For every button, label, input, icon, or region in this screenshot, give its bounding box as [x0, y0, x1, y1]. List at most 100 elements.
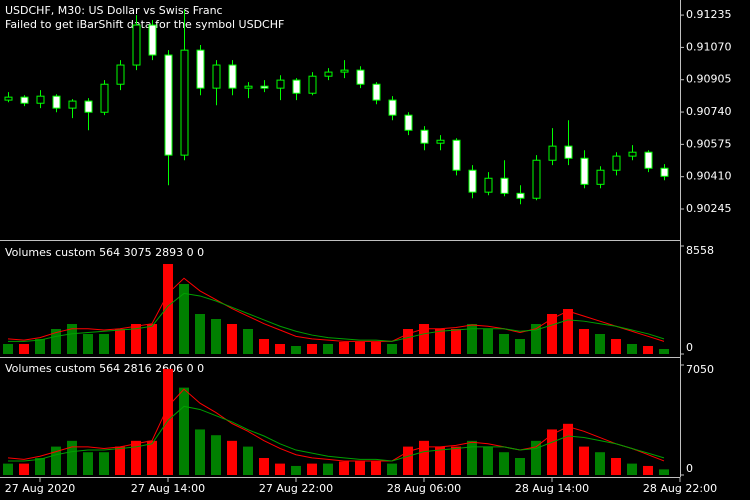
volume-bar [611, 339, 621, 354]
y-tick-label: 8558 [686, 244, 714, 257]
candle-body [20, 96, 29, 104]
volume-bar [243, 446, 253, 475]
x-tick-label: 28 Aug 06:00 [387, 482, 461, 495]
volume-bar [307, 344, 317, 354]
candle-body [404, 114, 413, 131]
volume-bar [499, 452, 509, 475]
volume-bar [147, 440, 157, 475]
volume-bar [371, 461, 381, 475]
volume-bar [659, 469, 669, 475]
volume-bar [35, 457, 45, 475]
volume-bar [291, 465, 301, 475]
volume-bar [355, 341, 365, 354]
volume-bar [275, 344, 285, 354]
candle-body [420, 129, 429, 144]
candle-body [36, 95, 45, 104]
candle-body [244, 85, 253, 89]
volume-bar [579, 329, 589, 354]
candle-body [660, 167, 669, 177]
volume-bar [483, 329, 493, 354]
volume-bar [643, 345, 653, 354]
x-tick-label: 27 Aug 22:00 [259, 482, 333, 495]
candle-body [580, 157, 589, 185]
y-tick-label: 0 [686, 462, 693, 475]
volume-bar [403, 446, 413, 475]
candle-body [356, 69, 365, 85]
y-tick-label: 0.90575 [686, 137, 732, 150]
volume-bar [115, 329, 125, 354]
volume-bar [51, 446, 61, 475]
candle-body [468, 169, 477, 193]
candle-body [564, 145, 573, 159]
volume-bar [515, 457, 525, 475]
candle-body [228, 64, 237, 89]
volume-bar [659, 349, 669, 354]
volume-bar [499, 333, 509, 354]
volume-bar [3, 344, 13, 354]
candle-body [260, 85, 269, 89]
candle-body [372, 83, 381, 101]
volume-average-line [8, 405, 665, 462]
candle-body [308, 75, 317, 94]
candle-body [132, 24, 141, 66]
candle-body [84, 100, 93, 113]
volume-bar [339, 341, 349, 354]
volume-bar [467, 324, 477, 354]
volume-bar [547, 313, 557, 354]
volume-bar [595, 333, 605, 354]
volume-bar [611, 457, 621, 475]
volume-bar [451, 446, 461, 475]
candle-body [548, 145, 557, 161]
x-tick-label: 27 Aug 2020 [5, 482, 75, 495]
volume-bar [307, 463, 317, 475]
volume-bar [227, 440, 237, 475]
volume-bar [147, 324, 157, 354]
candle-body [484, 177, 493, 193]
candle-body [68, 100, 77, 109]
candle-body [388, 99, 397, 116]
volume-bar [483, 446, 493, 475]
volume-bar [99, 333, 109, 354]
volume-bar [419, 324, 429, 354]
volume-bar [387, 344, 397, 354]
volume-bar [467, 440, 477, 475]
volume-bar [355, 461, 365, 475]
volume-average-line [7, 277, 665, 342]
volume-bar [211, 435, 221, 475]
volume-bar [179, 387, 189, 475]
volume-bar [323, 344, 333, 354]
volume-bar [163, 368, 173, 475]
y-tick-label: 0.90410 [686, 170, 732, 183]
y-tick-label: 0.90740 [686, 105, 732, 118]
volume-bar [35, 339, 45, 354]
volume-bar [275, 463, 285, 475]
volume-bar [19, 344, 29, 354]
volume-average-line [7, 388, 665, 462]
volume-bar [259, 339, 269, 354]
volume-bar [259, 457, 269, 475]
candle-body [596, 169, 605, 185]
volume-bar [67, 324, 77, 354]
volume-bar [531, 440, 541, 475]
y-tick-label: 0 [686, 341, 693, 354]
candle-body [116, 64, 125, 85]
volume-bar [131, 324, 141, 354]
volume-bar [419, 440, 429, 475]
candle-body [292, 79, 301, 94]
volume-bar [195, 429, 205, 475]
y-tick-label: 0.91235 [686, 8, 732, 21]
x-tick-label: 28 Aug 22:00 [643, 482, 717, 495]
panel-title: Volumes custom 564 3075 2893 0 0 [5, 246, 204, 259]
candle-body [276, 79, 285, 89]
candle-body [516, 192, 525, 199]
volume-bar [547, 429, 557, 475]
volume-bar [51, 329, 61, 354]
candle-body [532, 159, 541, 199]
volume-bar [339, 461, 349, 475]
volume-bar [67, 440, 77, 475]
volume-bar [435, 329, 445, 354]
candle-body [436, 139, 445, 144]
volume-bar [195, 313, 205, 354]
y-tick-label: 0.91070 [686, 40, 732, 53]
